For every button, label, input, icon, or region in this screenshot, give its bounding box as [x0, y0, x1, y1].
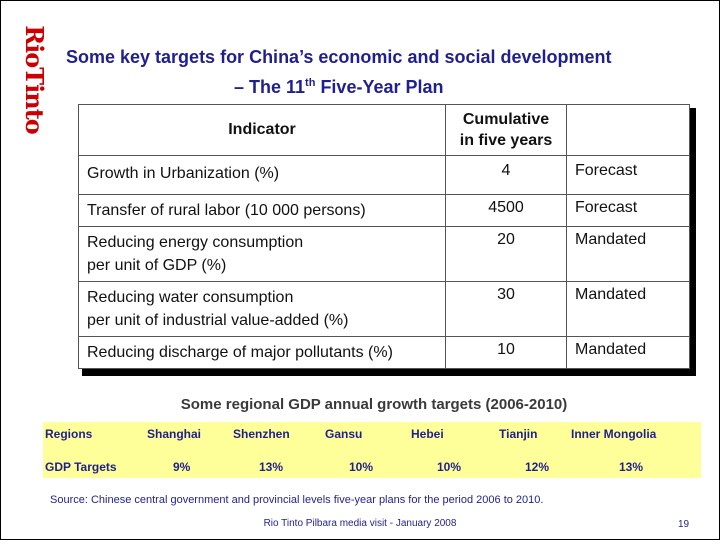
type-cell: Mandated — [566, 226, 690, 282]
indicator-cell: Transfer of rural labor (10 000 persons) — [78, 194, 446, 227]
page-number: 19 — [678, 519, 690, 530]
indicator-cell: Reducing water consumption per unit of in… — [78, 281, 446, 337]
title-superscript: th — [305, 77, 316, 89]
regional-subtitle: Some regional GDP annual growth targets … — [180, 396, 568, 413]
title-line-1: Some key targets for China’s economic an… — [66, 47, 612, 67]
value-cell: 30 — [445, 281, 567, 337]
table-row: Reducing water consumption per unit of in… — [78, 281, 690, 337]
region-name: Shenzhen — [233, 427, 290, 441]
gdp-target: 9% — [173, 460, 191, 474]
indicator-cell: Reducing discharge of major pollutants (… — [78, 336, 446, 369]
gdp-target: 13% — [619, 460, 644, 474]
regions-label: Regions — [45, 427, 93, 441]
table-header-row: Indicator Cumulative in five years — [78, 104, 690, 156]
gdp-target: 12% — [525, 460, 550, 474]
targets-table: Indicator Cumulative in five years Growt… — [78, 104, 690, 369]
region-name: Inner Mongolia — [571, 427, 657, 441]
targets-label: GDP Targets — [45, 460, 117, 474]
type-cell: Forecast — [566, 194, 690, 227]
gdp-target: 10% — [349, 460, 374, 474]
indicator-cell: Reducing energy consumption per unit of G… — [78, 226, 446, 282]
type-cell: Forecast — [566, 155, 690, 195]
gdp-target: 13% — [259, 460, 284, 474]
regional-targets-box: Regions Shanghai Shenzhen Gansu Hebei Ti… — [43, 422, 701, 478]
type-cell: Mandated — [566, 281, 690, 337]
gdp-target: 10% — [437, 460, 462, 474]
region-name: Tianjin — [499, 427, 538, 441]
title-line-2-suffix: Five-Year Plan — [315, 77, 444, 97]
header-type — [566, 104, 690, 156]
value-cell: 4 — [445, 155, 567, 195]
title-line-2-prefix: – The 11 — [234, 77, 306, 97]
rio-tinto-logo: RioTinto — [14, 24, 54, 134]
table-row: Reducing discharge of major pollutants (… — [78, 336, 690, 369]
table-row: Reducing energy consumption per unit of G… — [78, 226, 690, 282]
value-cell: 4500 — [445, 194, 567, 227]
slide-title: Some key targets for China’s economic an… — [66, 44, 706, 100]
footer-text: Rio Tinto Pilbara media visit - January … — [263, 518, 457, 529]
indicator-cell: Growth in Urbanization (%) — [78, 155, 446, 195]
title-line-2: – The 11th Five-Year Plan — [66, 70, 706, 100]
table-row: Transfer of rural labor (10 000 persons)… — [78, 194, 690, 227]
source-note: Source: Chinese central government and p… — [50, 494, 544, 506]
indicator-line-1: Reducing energy consumption — [87, 234, 304, 251]
indicator-line-2: per unit of GDP (%) — [87, 257, 227, 274]
header-indicator: Indicator — [78, 104, 446, 156]
region-name: Gansu — [325, 427, 363, 441]
region-name: Shanghai — [147, 427, 202, 441]
table-row: Growth in Urbanization (%) 4 Forecast — [78, 155, 690, 195]
header-cumulative: Cumulative in five years — [445, 104, 567, 156]
type-cell: Mandated — [566, 336, 690, 369]
indicator-line-1: Reducing water consumption — [87, 289, 294, 306]
value-cell: 10 — [445, 336, 567, 369]
indicator-line-2: per unit of industrial value-added (%) — [87, 312, 349, 329]
value-cell: 20 — [445, 226, 567, 282]
logo-text: RioTinto — [19, 24, 49, 134]
region-name: Hebei — [411, 427, 444, 441]
